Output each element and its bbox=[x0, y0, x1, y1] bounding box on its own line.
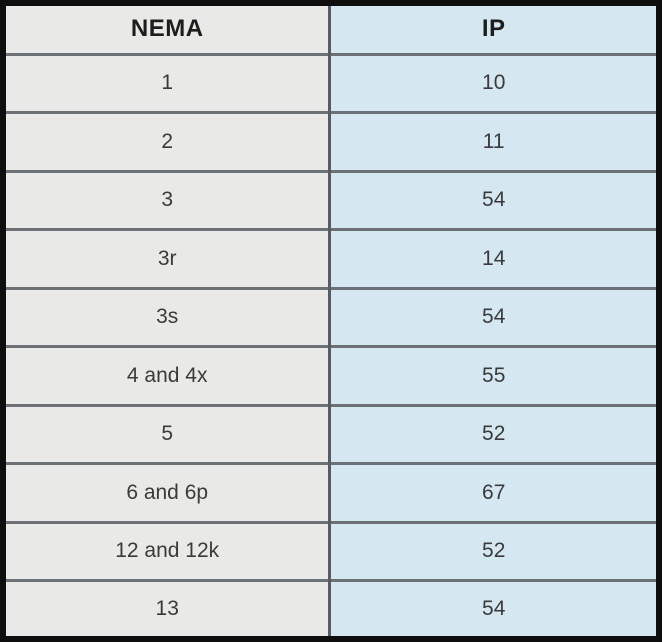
ip-cell: 55 bbox=[328, 345, 656, 406]
nema-cell: 3r bbox=[6, 228, 330, 289]
ip-cell: 54 bbox=[328, 579, 656, 636]
column-header-ip: IP bbox=[328, 6, 656, 54]
ip-cell: 11 bbox=[328, 111, 656, 172]
table-body: 1 10 2 11 3 54 3r 14 3s 54 bbox=[6, 52, 656, 636]
ip-cell: 54 bbox=[328, 169, 656, 230]
table-row: 3 54 bbox=[6, 169, 656, 230]
ip-cell: 54 bbox=[328, 286, 656, 347]
ip-cell: 52 bbox=[328, 403, 656, 464]
table-row: 2 11 bbox=[6, 111, 656, 172]
nema-cell: 13 bbox=[6, 579, 330, 636]
nema-ip-table: NEMA IP 1 10 2 11 3 54 3r bbox=[6, 6, 656, 636]
ip-cell: 10 bbox=[328, 52, 656, 113]
nema-cell: 6 and 6p bbox=[6, 462, 330, 523]
nema-cell: 1 bbox=[6, 52, 330, 113]
table-header: NEMA IP bbox=[6, 6, 656, 54]
nema-cell: 5 bbox=[6, 403, 330, 464]
table-row: 12 and 12k 52 bbox=[6, 520, 656, 581]
nema-cell: 2 bbox=[6, 111, 330, 172]
nema-cell: 3 bbox=[6, 169, 330, 230]
nema-cell: 4 and 4x bbox=[6, 345, 330, 406]
table-row: 3r 14 bbox=[6, 228, 656, 289]
ip-cell: 52 bbox=[328, 520, 656, 581]
ip-cell: 14 bbox=[328, 228, 656, 289]
table-row: 3s 54 bbox=[6, 286, 656, 347]
table-row: 1 10 bbox=[6, 52, 656, 113]
nema-cell: 3s bbox=[6, 286, 330, 347]
table-row: 5 52 bbox=[6, 403, 656, 464]
table-row: 6 and 6p 67 bbox=[6, 462, 656, 523]
nema-cell: 12 and 12k bbox=[6, 520, 330, 581]
header-row: NEMA IP bbox=[6, 6, 656, 54]
table-row: 13 54 bbox=[6, 579, 656, 636]
table-row: 4 and 4x 55 bbox=[6, 345, 656, 406]
column-header-nema: NEMA bbox=[6, 6, 330, 54]
ip-cell: 67 bbox=[328, 462, 656, 523]
